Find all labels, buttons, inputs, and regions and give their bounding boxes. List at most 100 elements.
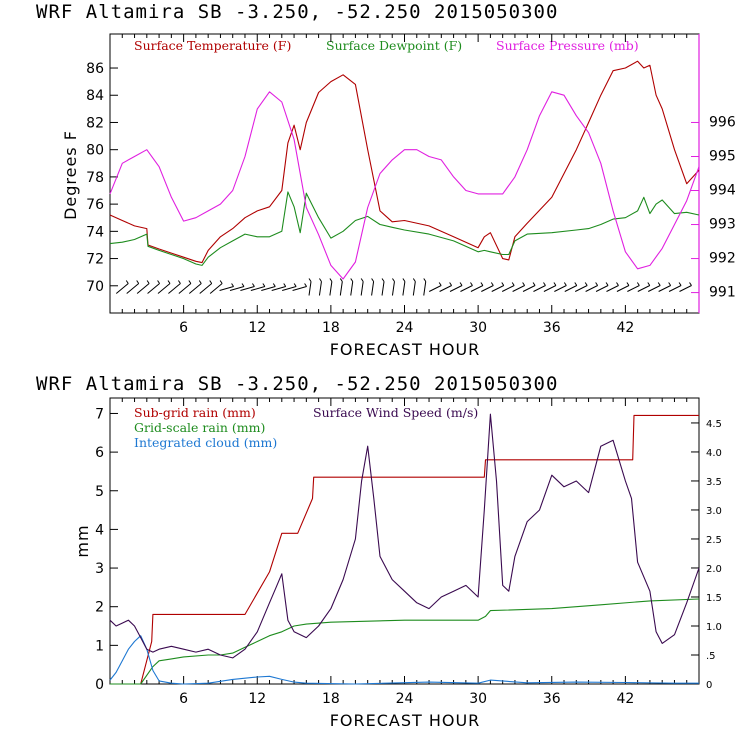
wind-barb-flag xyxy=(412,278,416,282)
wind-barb xyxy=(240,286,255,291)
top-y2-ticks: 991 992 993 994 995 996 xyxy=(691,114,736,301)
bottom-x-tick-label: 30 xyxy=(469,691,487,707)
wind-barb xyxy=(168,283,181,294)
wind-barb xyxy=(350,281,354,296)
wind-barb-flag xyxy=(272,283,276,287)
wind-barb-flag xyxy=(459,282,463,286)
bottom-y2-tick-label: 4.0 xyxy=(706,448,722,459)
top-y-tick-label: 82 xyxy=(86,115,104,131)
wind-barb xyxy=(282,286,297,291)
top-y-tick-label: 74 xyxy=(86,224,104,240)
top-chart-title: WRF Altamira SB -3.250, -52.250 20150503… xyxy=(36,1,558,23)
wind-barb xyxy=(679,285,692,292)
wind-barb-flag xyxy=(423,278,427,282)
top-y-ticks: 70 72 74 76 78 80 82 84 86 xyxy=(86,61,118,295)
wind-barb-flag xyxy=(678,282,682,286)
bottom-legend: Sub-grid rain (mm) Surface Wind Speed (m… xyxy=(134,405,478,450)
wind-barb-flag xyxy=(198,280,202,284)
top-y2-tick-label: 994 xyxy=(709,183,736,199)
top-panel: WRF Altamira SB -3.250, -52.250 20150503… xyxy=(36,1,736,359)
wind-barb xyxy=(136,283,150,294)
top-legend: Surface Temperature (F) Surface Dewpoint… xyxy=(134,38,639,53)
wind-barb-flag xyxy=(178,280,181,284)
top-y-tick-label: 80 xyxy=(86,143,104,159)
wind-barb xyxy=(178,283,192,294)
wind-barb xyxy=(360,281,364,296)
bottom-x-tick-label: 36 xyxy=(543,691,561,707)
legend-surface-dewpoint: Surface Dewpoint (F) xyxy=(326,38,462,53)
bottom-y-tick-label: 7 xyxy=(95,406,104,422)
wind-barb xyxy=(564,285,577,292)
wind-barb xyxy=(271,286,286,291)
wind-barb xyxy=(616,285,630,292)
wind-barb xyxy=(318,281,322,296)
top-y-tick-label: 72 xyxy=(86,252,104,268)
wind-barb-flag xyxy=(293,283,297,287)
wind-barb xyxy=(470,285,484,292)
bottom-x-tick-label: 6 xyxy=(179,691,188,707)
bottom-y2-tick-label: 3.5 xyxy=(706,477,722,488)
wind-barb-flag xyxy=(146,280,150,284)
wind-barb-flag xyxy=(209,280,213,284)
top-x-tick-label: 36 xyxy=(543,320,561,336)
bottom-y2-tick-label: 4.5 xyxy=(706,419,722,430)
bottom-y2-tick-label: 0 xyxy=(706,680,712,691)
top-y-tick-label: 86 xyxy=(86,61,104,77)
wind-barb xyxy=(329,281,333,296)
wind-barb xyxy=(491,285,504,292)
top-y2-tick-label: 996 xyxy=(709,114,736,130)
wind-barb-flag xyxy=(490,282,494,286)
wind-barb xyxy=(668,285,682,292)
wind-barb-flag xyxy=(449,282,453,286)
wind-barb xyxy=(381,281,385,296)
bottom-y2-tick-label: 2.0 xyxy=(706,564,722,575)
wind-barb xyxy=(126,283,140,294)
bottom-y2-ticks: 0 .5 1.0 1.5 2.0 2.5 3.0 3.5 4.0 4.5 xyxy=(691,419,722,691)
wind-barb xyxy=(501,285,515,292)
legend-integrated-cloud: Integrated cloud (mm) xyxy=(134,435,277,450)
wind-barb xyxy=(554,285,567,292)
bottom-x-ticks: 6 12 18 24 30 36 42 xyxy=(121,398,688,707)
wind-barb-flag xyxy=(584,282,588,286)
wind-barb-flag xyxy=(657,282,661,286)
wind-barb-flag xyxy=(381,278,385,282)
wind-barb xyxy=(412,281,416,296)
wind-barb-flag xyxy=(563,282,567,286)
top-y-tick-label: 76 xyxy=(86,197,104,213)
series-surface-pressure-mb xyxy=(109,91,700,280)
bottom-x-tick-label: 12 xyxy=(248,691,266,707)
wind-barb-flag xyxy=(241,283,245,287)
bottom-x-axis-label: FORECAST HOUR xyxy=(330,711,481,730)
top-y-axis-label: Degrees F xyxy=(61,130,80,220)
wind-barb-flag xyxy=(668,282,672,286)
wind-barb-flag xyxy=(605,282,609,286)
wind-barb xyxy=(647,285,661,292)
wind-barb xyxy=(339,281,343,296)
wind-barb-flag xyxy=(371,278,375,282)
wind-barb xyxy=(250,286,266,291)
legend-grid-scale-rain: Grid-scale rain (mm) xyxy=(134,420,265,435)
wind-barb xyxy=(188,283,202,294)
wind-barb xyxy=(512,285,525,292)
wind-barb xyxy=(439,285,452,292)
wind-barb-flag xyxy=(470,282,473,286)
wind-barb-flag xyxy=(329,278,333,282)
wind-barb xyxy=(543,285,557,292)
wind-barb xyxy=(522,285,536,292)
top-x-axis-label: FORECAST HOUR xyxy=(330,340,481,359)
wind-barb-flag xyxy=(511,282,515,286)
bottom-series xyxy=(109,413,700,685)
wind-barb-flag xyxy=(480,282,484,286)
wind-barb xyxy=(637,285,651,292)
top-x-tick-label: 30 xyxy=(469,320,487,336)
top-y-tick-label: 78 xyxy=(86,170,104,186)
bottom-y2-tick-label: 2.5 xyxy=(706,535,722,546)
wind-barb-flag xyxy=(188,280,192,284)
wind-barb xyxy=(371,281,375,296)
legend-surface-pressure: Surface Pressure (mb) xyxy=(496,38,639,53)
wind-barb xyxy=(229,286,245,291)
wind-barb-flag xyxy=(574,282,578,286)
wind-barb-flag xyxy=(360,278,364,282)
